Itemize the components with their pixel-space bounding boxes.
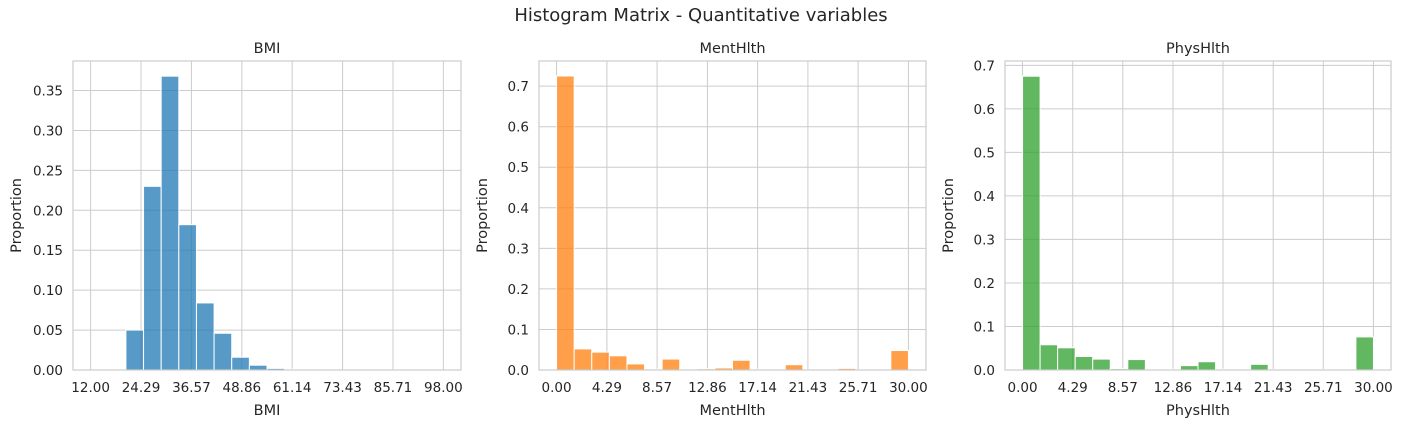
histogram-bar (178, 224, 197, 371)
histogram-bar (1127, 359, 1146, 371)
y-tick-label: 0.15 (33, 243, 63, 259)
x-tick-label: 17.14 (1204, 380, 1243, 396)
subplot-title: BMI (254, 41, 281, 57)
x-tick-label: 24.29 (122, 380, 161, 396)
subplot-bmi: 12.00 24.29 36.57 48.86 61.14 73.43 85.71 98.00… (9, 41, 463, 419)
y-tick-label: 0.6 (974, 102, 995, 118)
x-axis-label: MentHlth (699, 403, 765, 419)
x-tick-label: 85.71 (374, 380, 413, 396)
subplot-title: PhysHlth (1166, 41, 1230, 57)
x-tick-label: 25.71 (839, 380, 878, 396)
histogram-bar (1074, 356, 1094, 371)
histogram-bar (160, 75, 180, 371)
histogram-bar (732, 359, 751, 371)
histogram-bar (591, 351, 610, 371)
subplot-physhlth: 0.00 4.29 8.57 12.86 17.14 21.43 25.71 30.00 0.0… (941, 41, 1393, 419)
x-tick-label: 0.00 (542, 380, 572, 396)
histogram-bar (1197, 361, 1217, 371)
histogram-bar (890, 350, 909, 371)
y-tick-label: 0.7 (508, 79, 529, 95)
y-tick-label: 0.2 (974, 276, 995, 292)
x-axis-label: BMI (254, 403, 281, 419)
y-tick-label: 0.5 (974, 145, 995, 161)
histogram-bar (573, 348, 593, 371)
y-axis-label: Proportion (941, 178, 957, 253)
y-tick-label: 0.6 (508, 120, 529, 136)
figure-suptitle: Histogram Matrix - Quantitative variable… (514, 5, 888, 26)
y-tick-label: 0.20 (33, 203, 63, 219)
y-tick-label: 0.5 (508, 160, 529, 176)
x-tick-label: 30.00 (1354, 380, 1393, 396)
x-tick-label: 21.43 (789, 380, 828, 396)
histogram-bar (1057, 347, 1076, 371)
x-tick-label: 25.71 (1304, 380, 1343, 396)
y-tick-label: 0.05 (33, 323, 63, 339)
y-tick-label: 0.3 (974, 232, 995, 248)
y-tick-label: 0.2 (508, 282, 529, 298)
x-tick-label: 8.57 (642, 380, 672, 396)
subplot-menthlth: 0.00 4.29 8.57 12.86 17.14 21.43 25.71 30.00 0.0… (475, 41, 928, 419)
x-tick-label: 8.57 (1108, 380, 1138, 396)
histogram-bar (608, 355, 628, 371)
y-tick-label: 0.10 (33, 283, 63, 299)
y-tick-label: 0.30 (33, 123, 63, 139)
x-tick-label: 4.29 (592, 380, 622, 396)
y-tick-label: 0.0 (974, 363, 995, 379)
histogram-bar (1250, 363, 1269, 371)
x-tick-label: 98.00 (424, 380, 463, 396)
y-tick-label: 0.25 (33, 163, 63, 179)
y-tick-label: 0.1 (508, 322, 529, 338)
histogram-bar (248, 364, 268, 371)
histogram-bar (125, 329, 145, 371)
y-tick-label: 0.35 (33, 84, 63, 100)
x-tick-label: 17.14 (738, 380, 777, 396)
histogram-bar (1039, 344, 1059, 371)
y-tick-label: 0.4 (974, 189, 995, 205)
axes-frame (72, 60, 462, 371)
subplot-title: MentHlth (699, 41, 765, 57)
histogram-bar (143, 185, 162, 371)
x-tick-label: 12.00 (71, 380, 110, 396)
histogram-bar (195, 302, 215, 371)
x-tick-label: 61.14 (273, 380, 312, 396)
y-tick-label: 0.1 (974, 319, 995, 335)
y-tick-label: 0.00 (33, 363, 63, 379)
x-tick-label: 48.86 (222, 380, 261, 396)
x-tick-label: 4.29 (1058, 380, 1088, 396)
x-tick-label: 73.43 (323, 380, 362, 396)
x-tick-label: 12.86 (688, 380, 727, 396)
x-tick-label: 12.86 (1154, 380, 1193, 396)
histogram-bar (1179, 365, 1199, 371)
histogram-bar (661, 358, 681, 371)
x-tick-label: 0.00 (1008, 380, 1038, 396)
histogram-bar (626, 363, 646, 371)
x-tick-label: 36.57 (172, 380, 211, 396)
x-tick-label: 30.00 (889, 380, 928, 396)
axes-frame (538, 60, 927, 371)
histogram-bar (784, 364, 804, 371)
histogram-bar (231, 356, 250, 371)
y-axis-label: Proportion (475, 178, 491, 253)
histogram-bar (213, 332, 233, 371)
y-axis-label: Proportion (9, 178, 25, 253)
histogram-bar (1355, 336, 1374, 371)
y-tick-label: 0.3 (508, 241, 529, 257)
y-tick-label: 0.7 (974, 58, 995, 74)
histogram-bar (556, 75, 575, 371)
histogram-bar (1022, 75, 1041, 371)
y-tick-label: 0.4 (508, 201, 529, 217)
x-tick-label: 21.43 (1254, 380, 1293, 396)
histogram-bar (1092, 358, 1111, 371)
axes-frame (1004, 60, 1392, 371)
x-axis-label: PhysHlth (1166, 403, 1230, 419)
y-tick-label: 0.0 (508, 363, 529, 379)
